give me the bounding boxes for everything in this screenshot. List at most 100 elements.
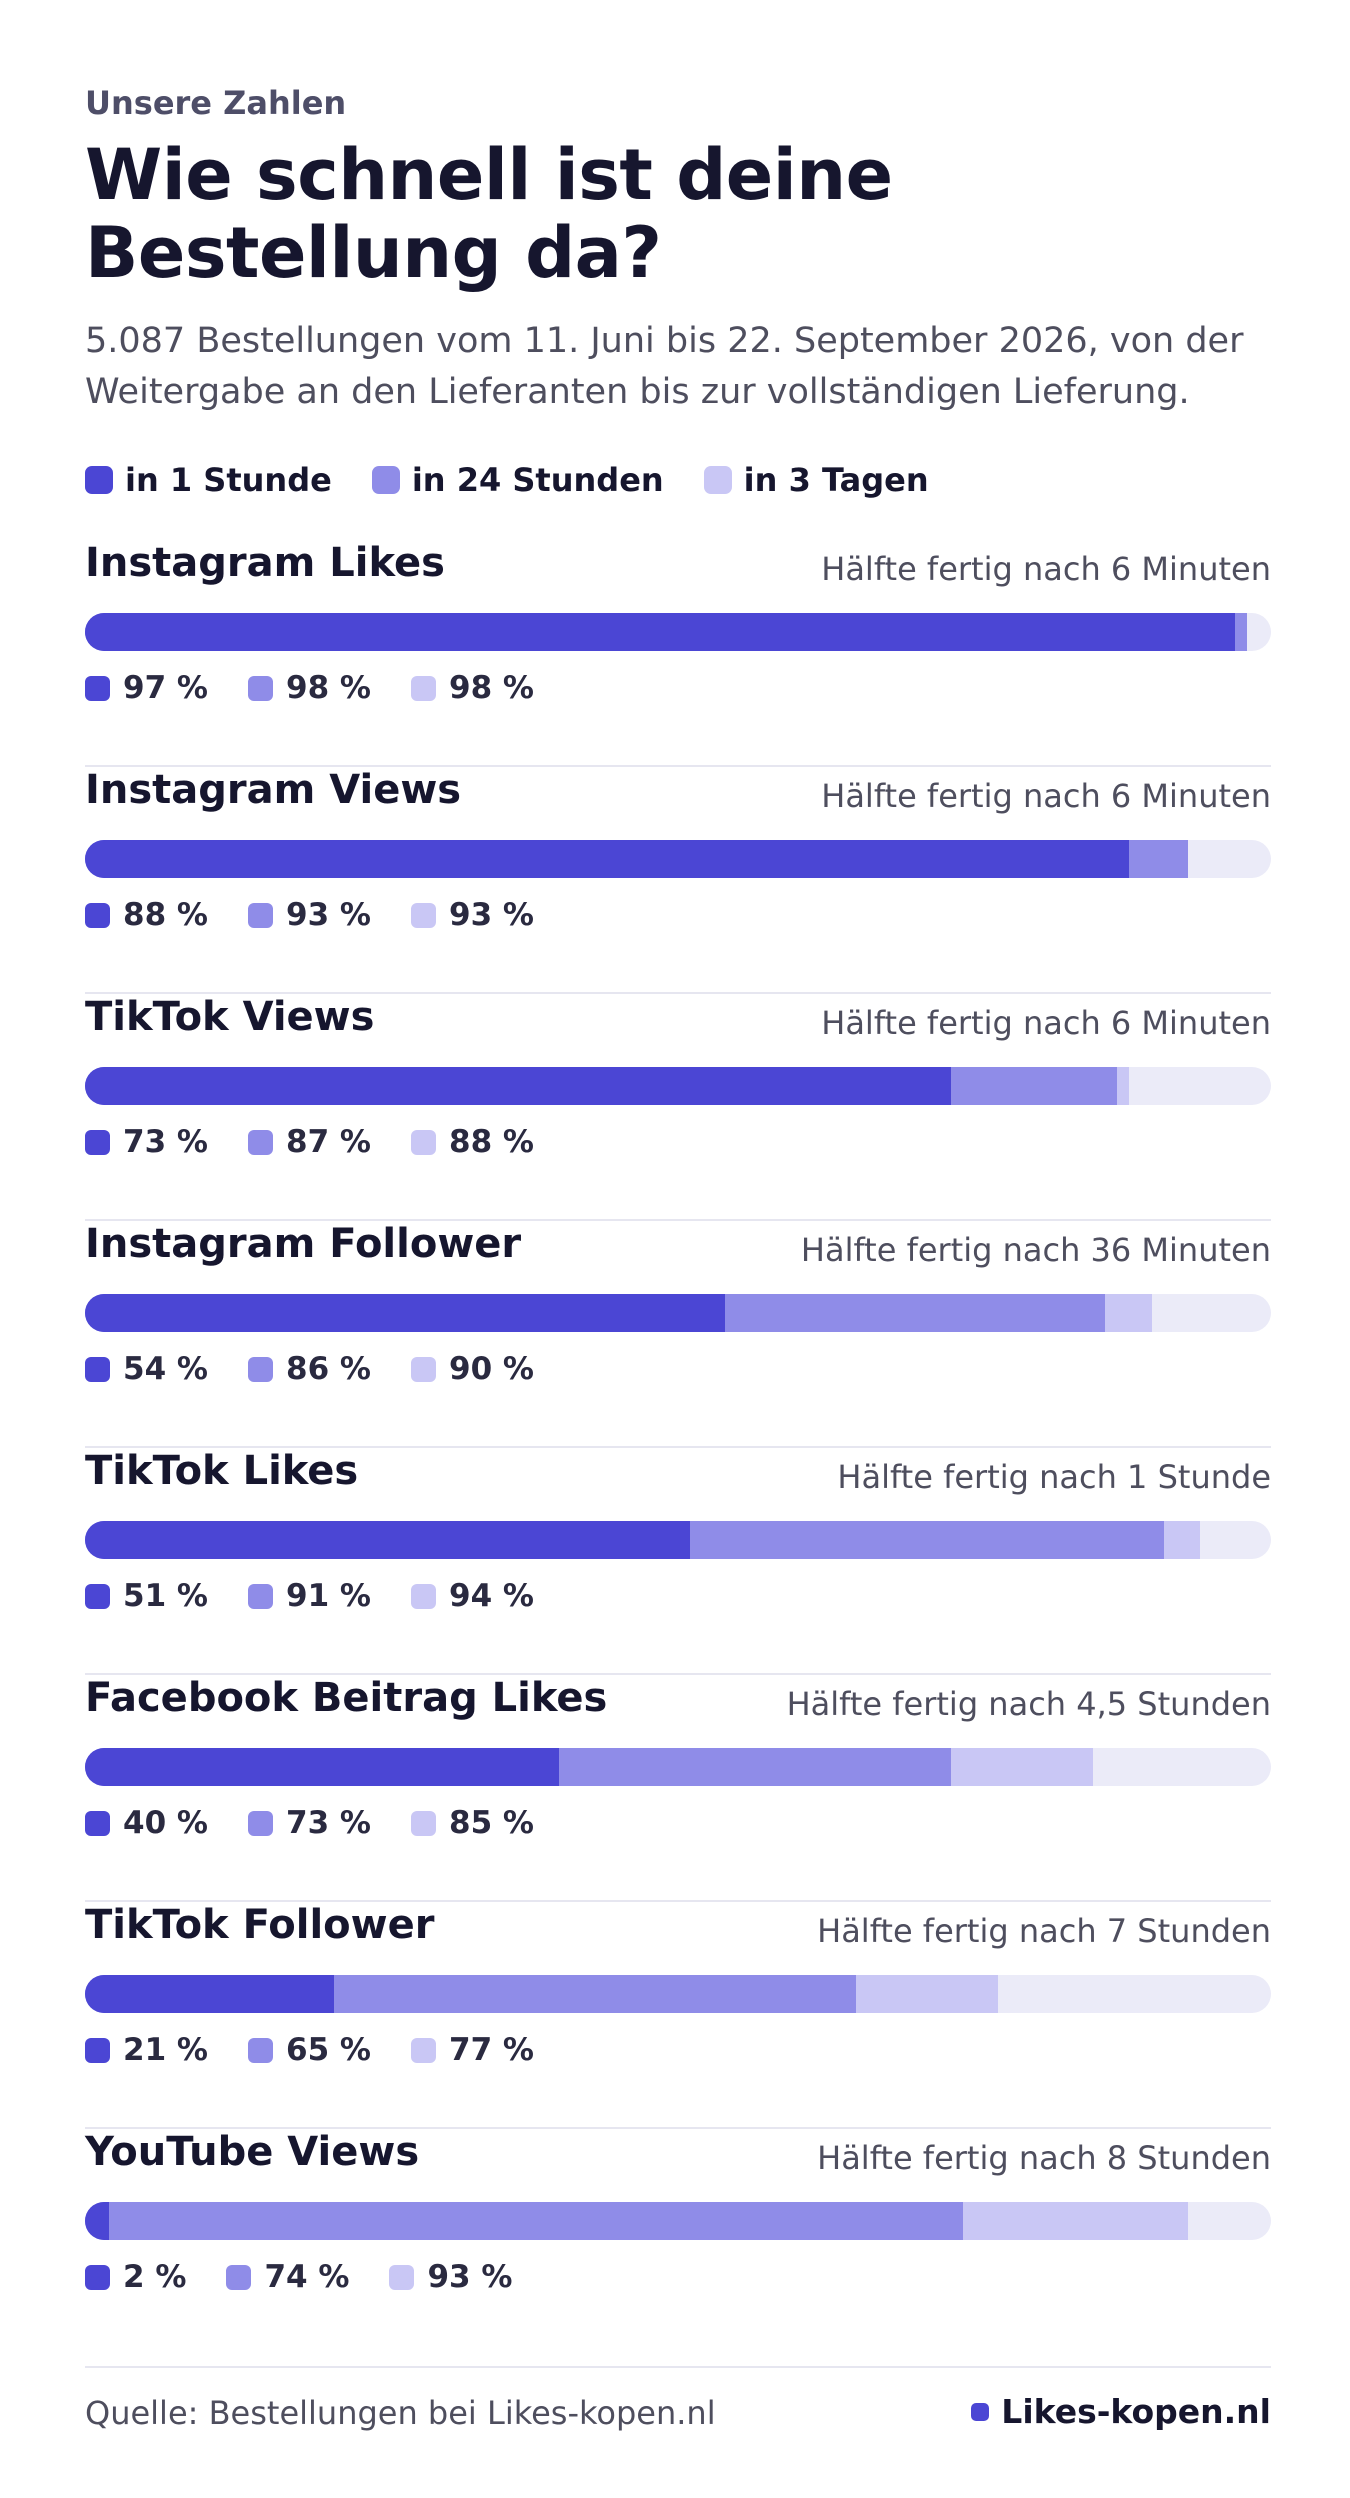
- chart-row: Instagram Follower Hälfte fertig nach 36 …: [85, 1221, 1271, 1448]
- data-label: 85 %: [449, 1805, 534, 1841]
- value-item-day: 86 %: [248, 1351, 371, 1387]
- data-label: 93 %: [427, 2259, 513, 2295]
- data-label: 93 %: [449, 897, 534, 933]
- data-label: 98 %: [449, 670, 534, 706]
- value-swatch-three-days: [411, 1810, 436, 1836]
- half-done-note: Hälfte fertig nach 36 Minuten: [800, 1231, 1271, 1269]
- half-done-note: Hälfte fertig nach 4,5 Stunden: [786, 1685, 1271, 1723]
- chart-row: YouTube Views Hälfte fertig nach 8 Stunde…: [85, 2129, 1271, 2368]
- legend-label-hour: in 1 Stunde: [125, 461, 332, 499]
- value-item-hour: 88 %: [85, 897, 208, 933]
- brand[interactable]: Likes-kopen.nl: [971, 2392, 1271, 2431]
- value-labels: 51 % 91 % 94 %: [85, 1576, 574, 1616]
- value-item-hour: 21 %: [85, 2032, 208, 2068]
- value-swatch-day: [226, 2264, 252, 2290]
- value-swatch-hour: [85, 1129, 110, 1155]
- bar-segment-hour: [85, 1975, 335, 2013]
- half-done-note: Hälfte fertig nach 1 Stunde: [837, 1458, 1271, 1496]
- value-labels: 97 % 98 % 98 %: [85, 668, 574, 708]
- data-label: 73 %: [286, 1805, 371, 1841]
- progress-track: [85, 1521, 1271, 1559]
- data-label: 88 %: [123, 897, 208, 933]
- data-label: 94 %: [449, 1578, 534, 1614]
- data-label: 88 %: [449, 1124, 534, 1160]
- subtitle: 5.087 Bestellungen vom 11. Juni bis 22. …: [85, 321, 1244, 412]
- value-item-day: 65 %: [248, 2032, 371, 2068]
- bar-segment-day: [85, 2202, 963, 2240]
- legend-swatch-three-days: [703, 466, 732, 494]
- legend-label-day: in 24 Stunden: [411, 461, 664, 499]
- data-label: 93 %: [286, 897, 371, 933]
- data-label: 97 %: [123, 670, 208, 706]
- data-label: 54 %: [123, 1351, 208, 1387]
- brand-dot-icon: [971, 2402, 990, 2421]
- value-swatch-three-days: [411, 1129, 436, 1155]
- value-item-day: 74 %: [226, 2259, 349, 2295]
- value-swatch-three-days: [411, 902, 436, 928]
- category-label: TikTok Follower: [85, 1902, 435, 1948]
- value-swatch-three-days: [411, 675, 436, 701]
- chart-row: Facebook Beitrag Likes Hälfte fertig nach…: [85, 1675, 1271, 1902]
- half-done-note: Hälfte fertig nach 7 Stunden: [817, 1912, 1271, 1950]
- value-swatch-hour: [85, 1583, 110, 1609]
- data-label: 86 %: [286, 1351, 371, 1387]
- value-item-hour: 97 %: [85, 670, 208, 706]
- bar-segment-hour: [85, 1294, 726, 1332]
- data-label: 2 %: [123, 2259, 187, 2295]
- data-label: 65 %: [286, 2032, 371, 2068]
- value-item-three-days: 88 %: [411, 1124, 534, 1160]
- progress-track: [85, 1748, 1271, 1786]
- value-item-three-days: 85 %: [411, 1805, 534, 1841]
- category-label: Facebook Beitrag Likes: [85, 1675, 608, 1721]
- data-label: 98 %: [286, 670, 371, 706]
- brand-link[interactable]: Likes-kopen.nl: [1001, 2392, 1271, 2431]
- value-item-hour: 73 %: [85, 1124, 208, 1160]
- bar-segment-hour: [85, 613, 1236, 651]
- value-item-three-days: 93 %: [411, 897, 534, 933]
- data-label: 21 %: [123, 2032, 208, 2068]
- chart-row: Instagram Views Hälfte fertig nach 6 Minu…: [85, 767, 1271, 994]
- value-item-three-days: 94 %: [411, 1578, 534, 1614]
- data-label: 40 %: [123, 1805, 208, 1841]
- value-swatch-day: [248, 1810, 273, 1836]
- value-item-day: 93 %: [248, 897, 371, 933]
- legend-item-hour: in 1 Stunde: [85, 461, 332, 499]
- progress-track: [85, 2202, 1271, 2240]
- half-done-note: Hälfte fertig nach 6 Minuten: [821, 777, 1271, 815]
- value-item-day: 91 %: [248, 1578, 371, 1614]
- legend: in 1 Stunde in 24 Stunden in 3 Tagen: [85, 460, 969, 500]
- value-item-day: 98 %: [248, 670, 371, 706]
- value-swatch-hour: [85, 902, 110, 928]
- legend-item-day: in 24 Stunden: [371, 461, 664, 499]
- value-labels: 88 % 93 % 93 %: [85, 895, 574, 935]
- value-swatch-hour: [85, 2264, 110, 2290]
- category-label: Instagram Likes: [85, 540, 445, 586]
- category-label: TikTok Views: [85, 994, 375, 1040]
- eyebrow: Unsere Zahlen: [85, 84, 347, 122]
- value-item-three-days: 90 %: [411, 1351, 534, 1387]
- chart-row: TikTok Likes Hälfte fertig nach 1 Stunde 5…: [85, 1448, 1271, 1675]
- value-labels: 2 % 74 % 93 %: [85, 2257, 552, 2297]
- category-label: TikTok Likes: [85, 1448, 359, 1494]
- value-swatch-three-days: [411, 1356, 436, 1382]
- value-labels: 54 % 86 % 90 %: [85, 1349, 574, 1389]
- bar-segment-hour: [85, 1067, 951, 1105]
- value-swatch-hour: [85, 1356, 110, 1382]
- progress-track: [85, 1294, 1271, 1332]
- page-title: Wie schnell ist deine Bestellung da?: [85, 134, 893, 294]
- value-item-day: 73 %: [248, 1805, 371, 1841]
- value-swatch-day: [248, 2037, 273, 2063]
- data-label: 73 %: [123, 1124, 208, 1160]
- value-swatch-three-days: [411, 1583, 436, 1609]
- bar-segment-hour: [85, 1521, 690, 1559]
- value-swatch-day: [248, 1583, 273, 1609]
- value-item-three-days: 98 %: [411, 670, 534, 706]
- category-label: Instagram Views: [85, 767, 462, 813]
- value-labels: 21 % 65 % 77 %: [85, 2030, 574, 2070]
- value-item-hour: 51 %: [85, 1578, 208, 1614]
- value-swatch-hour: [85, 675, 110, 701]
- bar-segment-hour: [85, 2202, 109, 2240]
- legend-item-three-days: in 3 Tagen: [703, 461, 929, 499]
- half-done-note: Hälfte fertig nach 8 Stunden: [817, 2139, 1271, 2177]
